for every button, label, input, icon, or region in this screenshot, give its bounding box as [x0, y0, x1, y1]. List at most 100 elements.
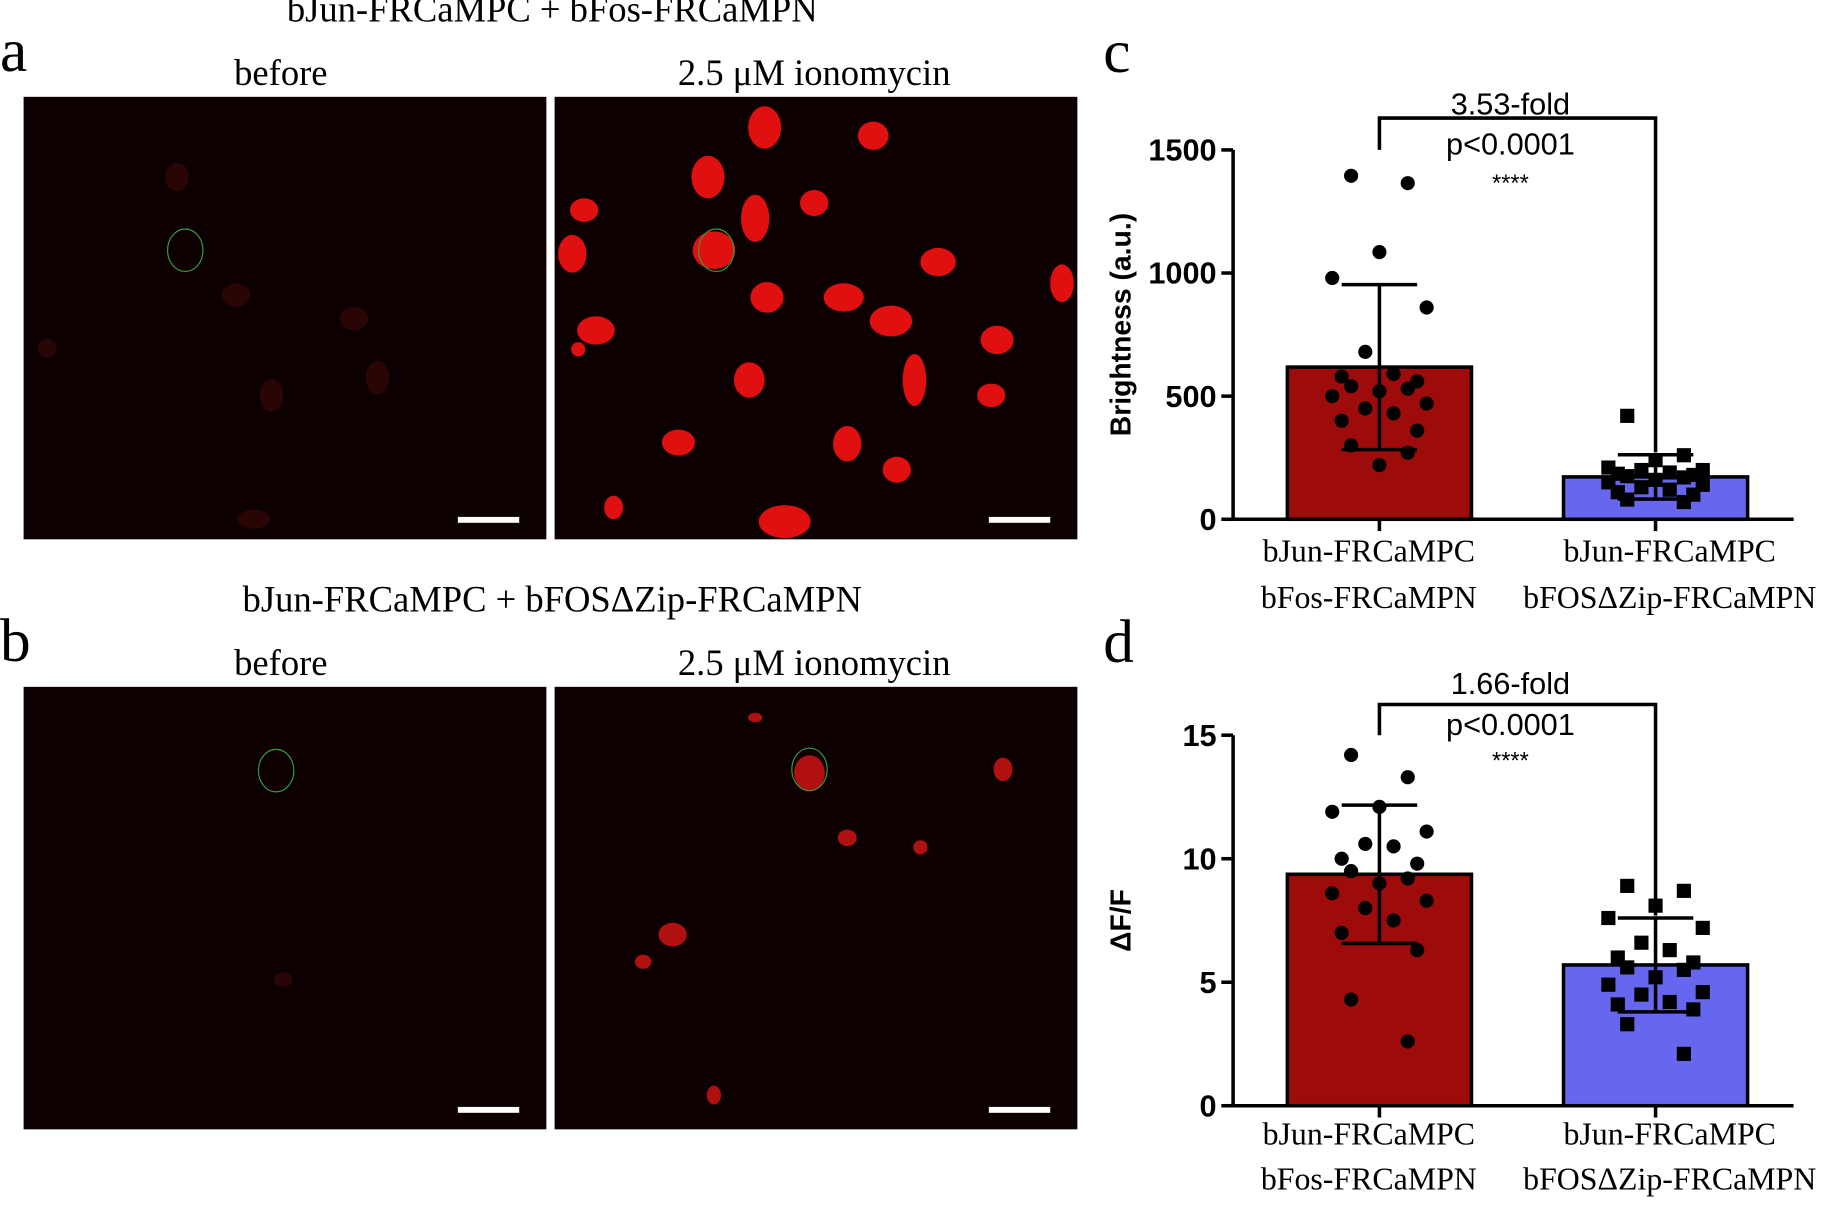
data-point — [1695, 920, 1710, 935]
cell-nucleus — [658, 922, 687, 947]
data-point — [1372, 245, 1387, 260]
cell-nucleus — [837, 829, 857, 847]
y-tick-label: 1500 — [1148, 133, 1216, 168]
data-point — [1419, 824, 1434, 839]
y-tick-label: 0 — [1200, 1088, 1217, 1123]
data-point — [1676, 494, 1691, 510]
cell-nucleus — [604, 495, 624, 520]
condition-label: before — [234, 642, 327, 683]
annotation: p<0.0001 — [1446, 127, 1575, 162]
y-axis-label: ΔF/F — [1105, 889, 1137, 952]
data-point — [1386, 913, 1401, 928]
panel-label: c — [1103, 18, 1130, 86]
data-point — [1419, 300, 1434, 315]
y-tick-label: 500 — [1165, 379, 1216, 414]
data-point — [1662, 943, 1677, 958]
scale-bar — [457, 1106, 520, 1113]
cell-nucleus — [748, 106, 782, 149]
data-point — [1334, 369, 1349, 384]
y-tick-label: 10 — [1182, 841, 1216, 876]
data-point — [1386, 366, 1401, 382]
scale-bar — [457, 516, 520, 523]
data-point — [1620, 960, 1635, 975]
cell-nucleus — [748, 712, 763, 723]
data-point — [1334, 413, 1349, 428]
data-point — [1344, 168, 1359, 183]
data-point — [1400, 176, 1415, 191]
data-point — [1410, 856, 1425, 871]
y-tick-label: 1000 — [1148, 256, 1216, 291]
data-point — [1372, 799, 1387, 814]
data-point — [1419, 396, 1434, 411]
data-point — [1676, 883, 1691, 898]
roi-outline — [166, 228, 204, 273]
data-point — [1410, 423, 1425, 438]
data-point — [1334, 925, 1349, 940]
cell-nucleus — [758, 505, 811, 539]
data-point — [1358, 836, 1373, 851]
data-point — [1358, 344, 1373, 359]
data-point — [1634, 935, 1649, 950]
cell-nucleus — [913, 840, 928, 855]
data-point — [1620, 469, 1635, 484]
scale-bar — [988, 1106, 1051, 1113]
y-axis-label: Brightness (a.u.) — [1105, 213, 1137, 436]
cell-nucleus — [165, 162, 189, 192]
cell-nucleus — [692, 231, 736, 270]
data-point — [1620, 408, 1635, 423]
y-tick-label: 0 — [1200, 502, 1217, 537]
cell-nucleus — [706, 1085, 721, 1105]
micrograph — [23, 686, 547, 1130]
cell-nucleus — [221, 283, 251, 307]
data-point — [1620, 492, 1635, 507]
data-point — [1648, 453, 1663, 468]
cell-nucleus — [273, 972, 293, 987]
data-point — [1325, 886, 1340, 901]
annotation: 3.53-fold — [1451, 87, 1570, 122]
data-point — [1676, 962, 1691, 977]
panel-label: a — [0, 17, 27, 85]
data-point — [1325, 270, 1340, 286]
data-point — [1400, 770, 1415, 785]
category-label: bJun-FRCaMPC — [1263, 534, 1475, 569]
data-point — [1344, 379, 1359, 394]
cell-nucleus — [1050, 264, 1074, 303]
micrograph — [554, 96, 1078, 540]
data-point — [1601, 977, 1616, 992]
data-point — [1686, 1002, 1701, 1017]
cell-nucleus — [794, 755, 825, 791]
data-point — [1344, 863, 1359, 879]
data-point — [1372, 384, 1387, 399]
data-point — [1634, 480, 1649, 495]
category-label: bFos-FRCaMPN — [1261, 580, 1477, 615]
category-label: bJun-FRCaMPC — [1563, 534, 1775, 569]
data-point — [1648, 472, 1663, 487]
cell-nucleus — [365, 361, 390, 395]
data-point — [1386, 406, 1401, 421]
data-point — [1334, 851, 1349, 866]
data-point — [1620, 878, 1635, 893]
y-tick-label: 5 — [1200, 965, 1217, 1000]
cell-nucleus — [661, 429, 696, 456]
category-label: bJun-FRCaMPC — [1263, 1117, 1475, 1152]
data-point — [1400, 381, 1415, 396]
data-point — [1372, 876, 1387, 891]
data-point — [1344, 438, 1359, 453]
data-point — [1610, 997, 1625, 1012]
data-point — [1344, 992, 1359, 1007]
panel-label: d — [1103, 608, 1134, 676]
cell-nucleus — [558, 234, 587, 273]
annotation: p<0.0001 — [1446, 707, 1575, 742]
data-point — [1400, 1034, 1415, 1049]
data-point — [1620, 1017, 1635, 1032]
category-label: bFos-FRCaMPN — [1261, 1162, 1477, 1197]
cell-nucleus — [733, 362, 765, 398]
data-point — [1400, 445, 1415, 460]
cell-nucleus — [339, 306, 369, 331]
cell-nucleus — [569, 198, 599, 222]
cell-nucleus — [37, 338, 57, 358]
data-point — [1358, 401, 1373, 416]
roi-outline — [257, 748, 295, 793]
data-point — [1662, 482, 1677, 497]
